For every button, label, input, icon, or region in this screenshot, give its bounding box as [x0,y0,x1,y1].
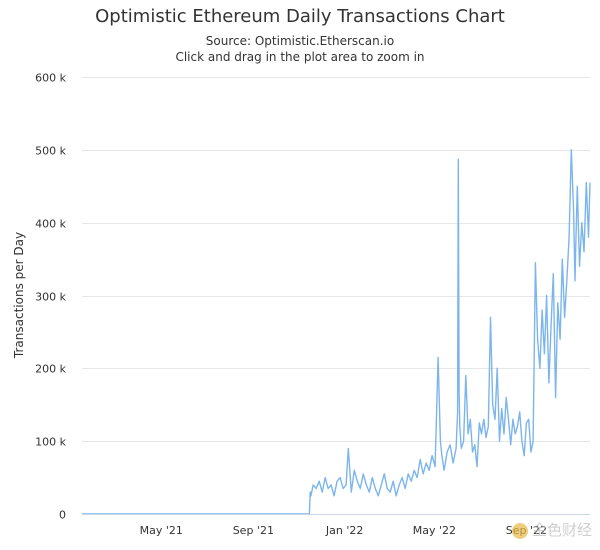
series-layer [82,149,591,515]
chart-zoom-hint: Click and drag in the plot area to zoom … [175,50,425,64]
y-tick-label: 300 k [35,291,66,304]
y-tick-label: 100 k [35,436,66,449]
x-tick-label: May '22 [413,524,456,537]
chart-title: Optimistic Ethereum Daily Transactions C… [95,6,505,27]
x-tick-label: Jan '22 [325,524,363,537]
y-tick-label: 400 k [35,218,66,231]
grid-lines [82,77,590,515]
y-tick-label: 0 [59,509,66,522]
y-axis-title: Transactions per Day [12,232,26,359]
x-tick-label: May '21 [140,524,183,537]
y-axis-tick-labels: 0 100 k 200 k 300 k 400 k 500 k 600 k [35,72,66,522]
y-tick-label: 200 k [35,363,66,376]
gold-coin-logo-icon [511,522,528,539]
chart-source-subtitle: Source: Optimistic.Etherscan.io [205,34,395,48]
watermark-text: 金色财经 [531,521,592,539]
y-tick-label: 600 k [35,72,66,85]
series-line-0 [82,149,591,515]
x-tick-label: Sep '21 [233,524,274,537]
y-tick-label: 500 k [35,145,66,158]
watermark: 金色财经 [511,519,592,540]
